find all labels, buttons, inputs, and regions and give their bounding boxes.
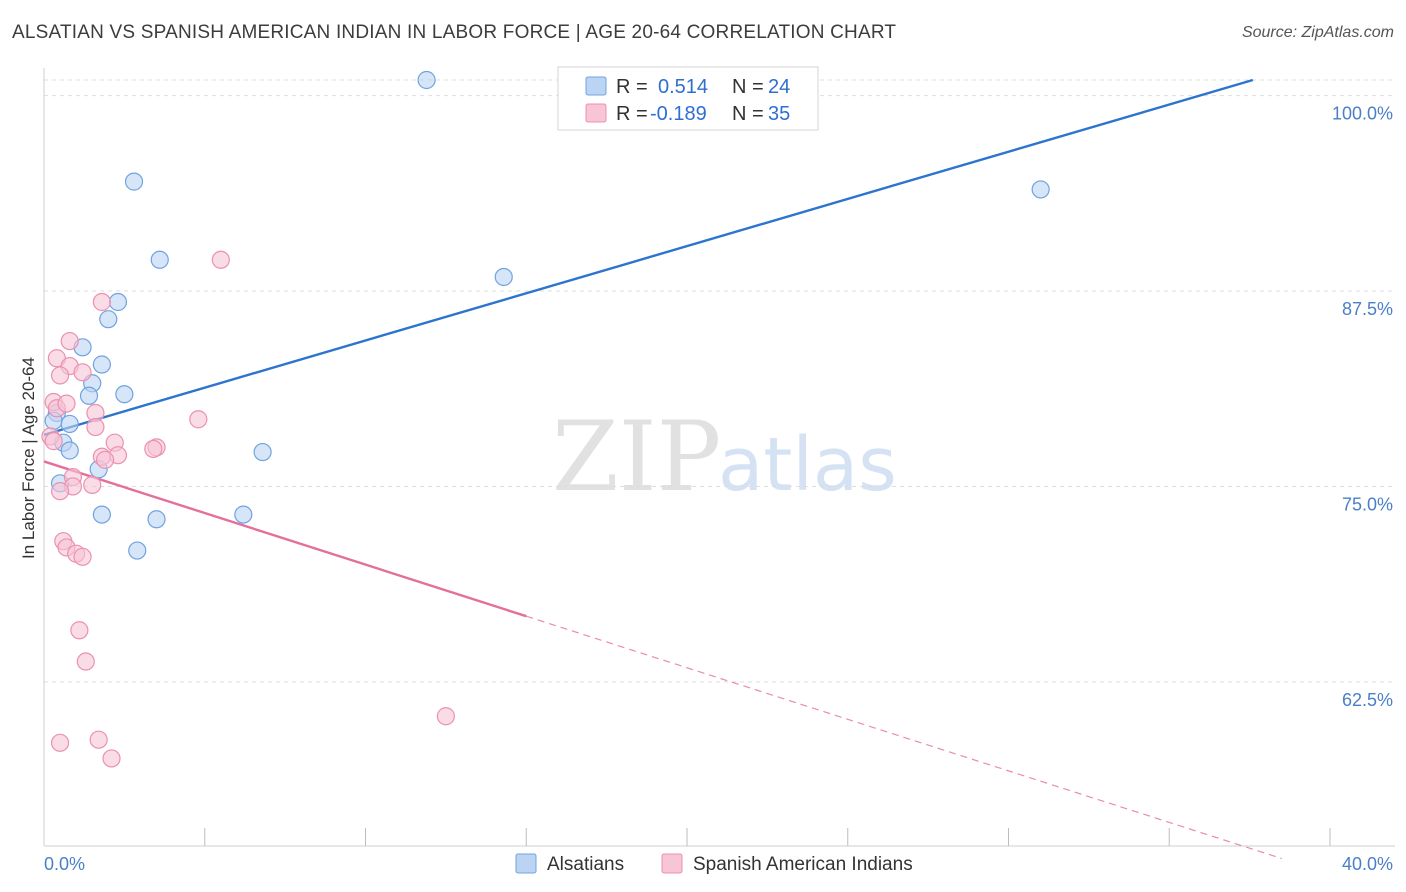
point-alsatians-22 bbox=[147, 510, 166, 529]
legend-r-label-1: R = bbox=[616, 76, 648, 98]
point-alsatians-8 bbox=[92, 355, 111, 374]
series-legend-label-spanish-american-indians: Spanish American Indians bbox=[693, 854, 913, 875]
y-tick-label: 100.0% bbox=[1332, 104, 1393, 124]
y-tick-label: 75.0% bbox=[1342, 494, 1393, 514]
series-legend-swatch-alsatians bbox=[515, 853, 537, 874]
point-spanish-american-indians-5 bbox=[73, 363, 92, 382]
trend-line-extension-1 bbox=[526, 615, 1282, 860]
point-alsatians-16 bbox=[60, 441, 79, 460]
point-alsatians-2 bbox=[1031, 180, 1050, 199]
x-tick-label-min: 0.0% bbox=[44, 854, 85, 874]
point-spanish-american-indians-6 bbox=[50, 366, 70, 385]
point-spanish-american-indians-1 bbox=[92, 292, 111, 312]
point-spanish-american-indians-27 bbox=[73, 547, 92, 566]
legend-n-value-1: 24 bbox=[768, 76, 790, 98]
point-alsatians-17 bbox=[253, 442, 272, 462]
point-spanish-american-indians-30 bbox=[436, 707, 455, 726]
legend-n-label-1: N = bbox=[732, 76, 764, 98]
point-alsatians-0 bbox=[417, 70, 436, 90]
point-alsatians-4 bbox=[494, 267, 513, 287]
legend-r-label-2: R = bbox=[616, 103, 648, 125]
point-spanish-american-indians-34 bbox=[57, 394, 76, 413]
point-alsatians-5 bbox=[108, 292, 128, 312]
chart-title: ALSATIAN VS SPANISH AMERICAN INDIAN IN L… bbox=[12, 22, 897, 43]
y-axis-label: In Labor Force | Age 20-64 bbox=[19, 357, 38, 559]
legend-n-value-2: 35 bbox=[768, 103, 790, 125]
point-spanish-american-indians-29 bbox=[76, 652, 95, 671]
point-alsatians-14 bbox=[60, 414, 79, 434]
point-spanish-american-indians-10 bbox=[189, 410, 208, 429]
point-alsatians-23 bbox=[128, 541, 147, 560]
legend-r-value-2: -0.189 bbox=[650, 103, 707, 125]
point-spanish-american-indians-16 bbox=[144, 439, 163, 459]
axes bbox=[43, 68, 1395, 847]
trend-line-0 bbox=[43, 78, 1254, 437]
point-alsatians-1 bbox=[124, 172, 144, 191]
source-credit: Source: ZipAtlas.com bbox=[1241, 24, 1394, 41]
point-spanish-american-indians-19 bbox=[95, 450, 115, 469]
point-spanish-american-indians-13 bbox=[44, 432, 63, 451]
legend-r-value-1: 0.514 bbox=[658, 76, 708, 98]
data-points bbox=[41, 70, 1050, 768]
point-alsatians-6 bbox=[99, 310, 118, 329]
y-tick-label: 87.5% bbox=[1342, 299, 1393, 319]
stats-legend: R = 0.514 N = 24 R = -0.189 N = 35 bbox=[557, 66, 819, 131]
point-spanish-american-indians-28 bbox=[70, 621, 89, 640]
point-spanish-american-indians-2 bbox=[60, 331, 79, 351]
watermark-zip: ZIP bbox=[552, 401, 721, 513]
legend-swatch-alsatians bbox=[585, 76, 607, 96]
point-spanish-american-indians-23 bbox=[50, 482, 70, 501]
watermark-atlas: atlas bbox=[718, 422, 897, 508]
point-spanish-american-indians-33 bbox=[102, 749, 121, 768]
series-legend-label-alsatians: Alsatians bbox=[547, 854, 624, 875]
legend-n-label-2: N = bbox=[732, 103, 764, 125]
point-spanish-american-indians-21 bbox=[83, 475, 102, 494]
y-tick-label: 62.5% bbox=[1342, 690, 1393, 710]
trend-line-1 bbox=[43, 460, 527, 618]
point-spanish-american-indians-0 bbox=[211, 250, 230, 269]
trend-lines bbox=[43, 78, 1282, 860]
point-alsatians-10 bbox=[115, 385, 134, 404]
point-alsatians-11 bbox=[79, 386, 99, 405]
x-axis-ticks bbox=[204, 828, 1331, 846]
legend-swatch-spanish-american-indians bbox=[585, 103, 607, 123]
series-legend: Alsatians Spanish American Indians bbox=[515, 853, 913, 875]
point-spanish-american-indians-11 bbox=[86, 417, 105, 437]
series-legend-swatch-spanish-american-indians bbox=[661, 853, 683, 874]
gridlines bbox=[44, 79, 1395, 683]
x-tick-label-max: 40.0% bbox=[1342, 854, 1393, 874]
point-alsatians-20 bbox=[92, 505, 111, 524]
y-axis-tick-labels: 100.0% 87.5% 75.0% 62.5% bbox=[1332, 104, 1393, 710]
point-alsatians-21 bbox=[234, 505, 253, 524]
point-spanish-american-indians-31 bbox=[50, 733, 70, 752]
point-spanish-american-indians-32 bbox=[89, 730, 108, 749]
point-alsatians-3 bbox=[150, 250, 169, 269]
